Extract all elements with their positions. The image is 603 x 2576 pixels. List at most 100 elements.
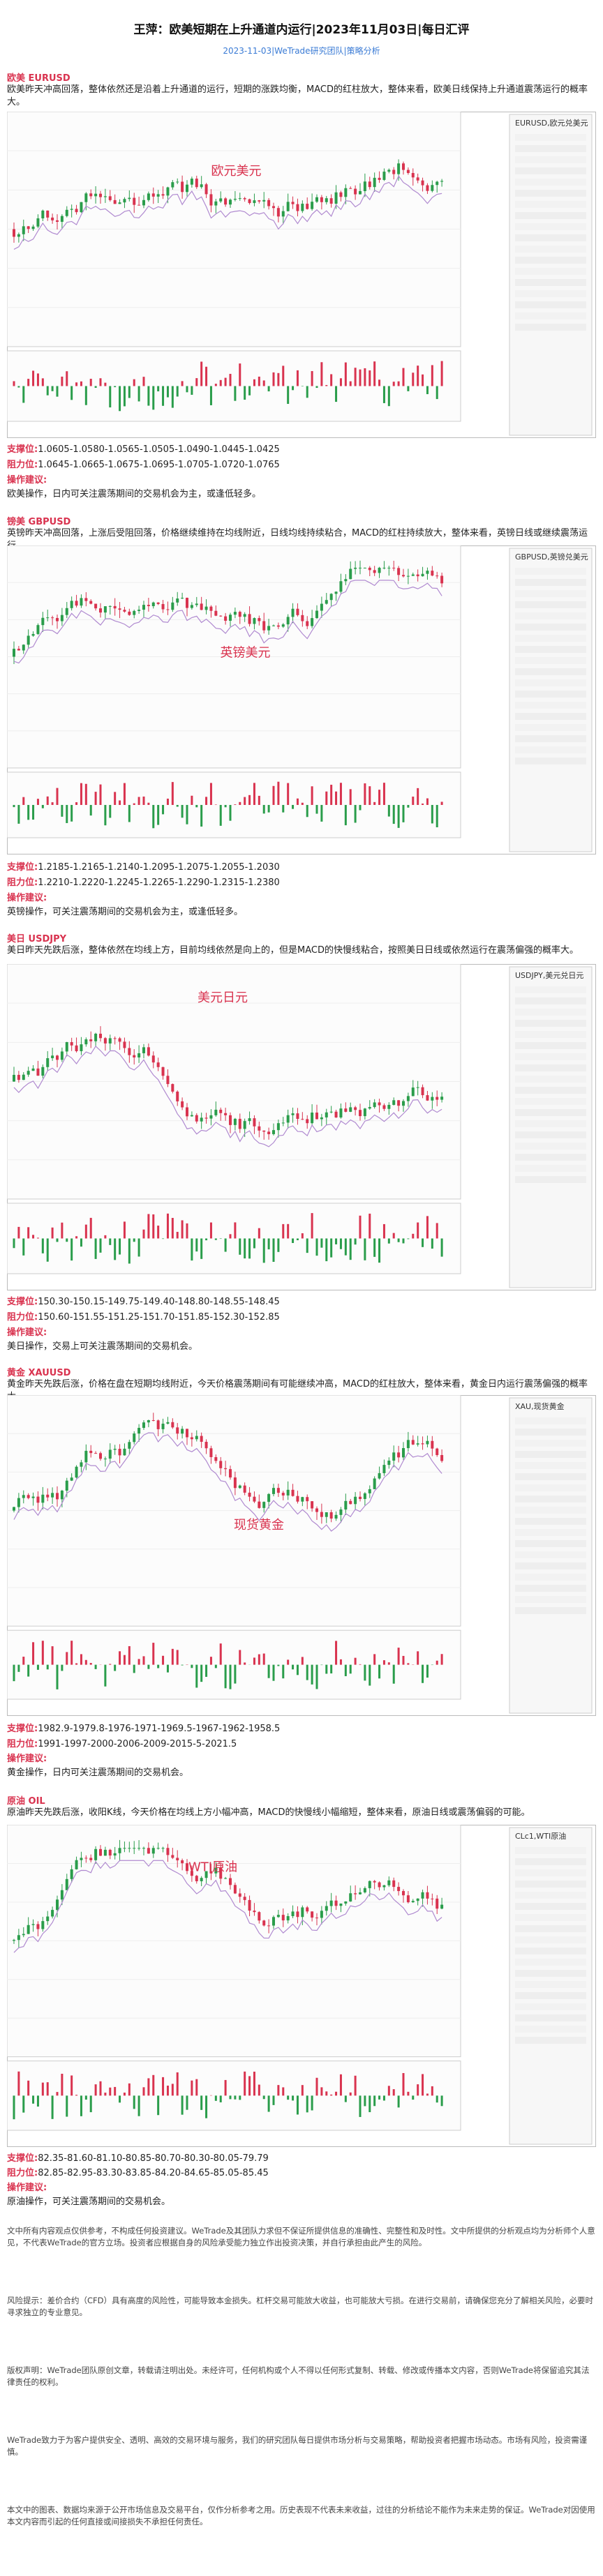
macd-bar [392, 804, 395, 824]
candle-body [262, 1502, 266, 1508]
candle-body [118, 1038, 121, 1042]
candle-body [387, 170, 391, 172]
candle-body [209, 1115, 213, 1119]
candle-body [65, 209, 68, 216]
macd-bar [301, 1657, 304, 1665]
macd-bar [272, 372, 275, 386]
macd-bar [258, 795, 260, 805]
macd-bar [335, 1238, 338, 1244]
support-values: 1.0605-1.0580-1.0565-1.0505-1.0490-1.044… [38, 444, 280, 455]
macd-bar [229, 1664, 232, 1689]
macd-bar [114, 792, 117, 805]
macd-bar [195, 2079, 198, 2096]
macd-bar [17, 1226, 20, 1239]
side-row [515, 1970, 586, 1977]
macd-bar [147, 2078, 150, 2096]
side-row [515, 1154, 586, 1161]
candle-body [89, 1858, 93, 1860]
resistance-values: 1991-1997-2000-2006-2009-2015-5-2021.5 [38, 1739, 237, 1749]
side-row [515, 1042, 586, 1049]
candle-body [436, 1097, 439, 1100]
candle-body [229, 1469, 232, 1478]
macd-bar [258, 2084, 260, 2096]
side-row [515, 1429, 586, 1436]
macd-bar [56, 1238, 59, 1242]
resistance-line: 阻力位:1.0645-1.0665-1.0675-1.0695-1.0705-1… [7, 459, 596, 472]
candle-body [22, 1074, 25, 1080]
candle-body [89, 193, 93, 197]
macd-bar [119, 2095, 121, 2103]
macd-bar [157, 1226, 160, 1239]
candle-body [320, 197, 323, 202]
macd-bar [27, 379, 30, 386]
macd-bar [306, 1238, 308, 1253]
candle-body [339, 1903, 343, 1906]
candle-body [186, 598, 188, 608]
macd-bar [13, 1238, 15, 1249]
support-line: 支撑位:1.2185-1.2165-1.2140-1.2095-1.2075-1… [7, 861, 596, 874]
macd-bar [80, 1238, 82, 1247]
candle-body [99, 193, 102, 197]
side-row [515, 1981, 586, 1988]
candle-body [387, 1460, 391, 1466]
candle-body [397, 1887, 401, 1892]
candle-body [176, 1858, 179, 1860]
macd-bar [349, 1238, 352, 1260]
disclaimer-paragraph: WeTrade致力于为客户提供安全、透明、高效的交易环境与服务，我们的研究团队每… [7, 2435, 588, 2457]
support-label: 支撑位: [7, 862, 38, 873]
candle-body [209, 194, 213, 206]
side-row [515, 746, 586, 753]
macd-bar [344, 362, 347, 386]
advice: 黄金操作，日内可关注震荡期间的交易机会。 [7, 1768, 189, 1778]
candle-body [27, 226, 30, 229]
candle-body [233, 1477, 237, 1489]
macd-bar [66, 2095, 68, 2117]
candle-body [387, 1104, 391, 1109]
candle-body [354, 188, 357, 195]
candle-body [406, 1440, 410, 1449]
resistance-label: 阻力位: [7, 2168, 38, 2178]
macd-bar [224, 2079, 227, 2096]
macd-bar [311, 786, 313, 805]
candle-body [344, 1500, 348, 1510]
candle-body [373, 1102, 376, 1108]
macd-bar [17, 386, 20, 388]
candle-body [368, 1107, 371, 1109]
candle-body [31, 1496, 35, 1498]
macd-bar [306, 386, 308, 398]
macd-bar [412, 1233, 415, 1239]
macd-bar [200, 1238, 203, 1259]
candle-body [113, 605, 117, 609]
support-values: 82.35-81.60-81.10-80.85-80.70-80.30-80.0… [38, 2153, 269, 2164]
candle-body [214, 201, 218, 206]
macd-bar [70, 2075, 73, 2096]
macd-bar [368, 1213, 371, 1239]
macd-bar [292, 1238, 295, 1243]
disclaimer-paragraph: 文中所有内容观点仅供参考，不构成任何投资建议。WeTrade及其团队力求但不保证… [7, 2226, 595, 2247]
candle-body [65, 1041, 68, 1052]
candle-body [51, 1055, 54, 1059]
candle-body [75, 1860, 78, 1869]
chart-label: 现货黄金 [234, 1518, 284, 1532]
macd-bar [32, 1235, 35, 1239]
macd-bar [239, 801, 241, 805]
section-heading: 原油 OIL [7, 1796, 45, 1807]
side-row [515, 691, 586, 698]
candle-body [440, 1097, 444, 1100]
macd-bar [181, 804, 184, 818]
macd-bar [89, 1662, 92, 1665]
macd-bar [436, 804, 438, 827]
macd-bar [382, 386, 385, 403]
macd-bar [296, 798, 299, 805]
macd-bar [200, 361, 203, 386]
candle-body [306, 204, 309, 209]
candle-body [27, 1495, 30, 1498]
macd-bar [244, 1662, 246, 1665]
macd-bar [301, 1233, 304, 1239]
candle-body [354, 567, 357, 569]
macd-bar [41, 378, 44, 386]
candle-body [113, 1038, 117, 1039]
candle-body [397, 1452, 401, 1458]
resistance-values: 1.2210-1.2220-1.2245-1.2265-1.2290-1.231… [38, 878, 280, 888]
